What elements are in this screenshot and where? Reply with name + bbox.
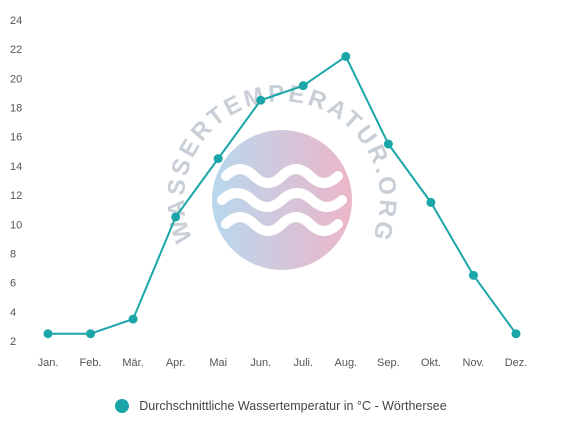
x-tick-label: Apr. (166, 357, 186, 369)
x-tick-label: Sep. (377, 357, 400, 369)
x-tick-label: Feb. (80, 357, 102, 369)
x-tick-label: Nov. (463, 357, 485, 369)
data-point[interactable] (171, 212, 181, 222)
legend-label: Durchschnittliche Wassertemperatur in °C… (139, 399, 447, 413)
y-tick-label: 12 (10, 190, 22, 202)
x-tick-label: Dez. (505, 357, 528, 369)
y-tick-label: 4 (10, 307, 16, 319)
watermark: WASSERTEMPERATUR.ORG (163, 80, 398, 270)
waves-icon (217, 164, 347, 236)
data-point[interactable] (298, 81, 308, 91)
x-tick-label: Jun. (250, 357, 271, 369)
y-tick-label: 14 (10, 161, 22, 173)
y-tick-label: 16 (10, 132, 22, 144)
data-point[interactable] (341, 51, 351, 61)
data-point[interactable] (468, 270, 478, 280)
y-tick-label: 6 (10, 278, 16, 290)
x-tick-label: Jan. (38, 357, 59, 369)
y-tick-label: 24 (10, 15, 22, 27)
data-point[interactable] (213, 154, 223, 164)
y-tick-label: 2 (10, 336, 16, 348)
x-tick-label: Okt. (421, 357, 441, 369)
x-axis: Jan. Feb. Mär. Apr. Mai Jun. Juli. Aug. Sep. Okt.… (38, 357, 528, 369)
y-tick-label: 8 (10, 248, 16, 260)
data-point[interactable] (383, 139, 393, 149)
data-point[interactable] (43, 329, 53, 339)
x-tick-label: Aug. (334, 357, 357, 369)
x-tick-label: Juli. (293, 357, 313, 369)
data-point[interactable] (86, 329, 96, 339)
data-point[interactable] (426, 197, 436, 207)
y-tick-label: 20 (10, 73, 22, 85)
data-point[interactable] (256, 95, 266, 105)
legend-marker (115, 399, 130, 413)
x-tick-label: Mai (209, 357, 227, 369)
y-tick-label: 10 (10, 219, 22, 231)
data-point[interactable] (511, 329, 521, 339)
y-tick-label: 18 (10, 103, 22, 115)
data-point[interactable] (128, 314, 138, 324)
legend[interactable]: Durchschnittliche Wassertemperatur in °C… (0, 392, 562, 420)
y-tick-label: 22 (10, 44, 22, 56)
x-tick-label: Mär. (122, 357, 143, 369)
series-layer (43, 51, 521, 339)
series-line (48, 55, 517, 335)
